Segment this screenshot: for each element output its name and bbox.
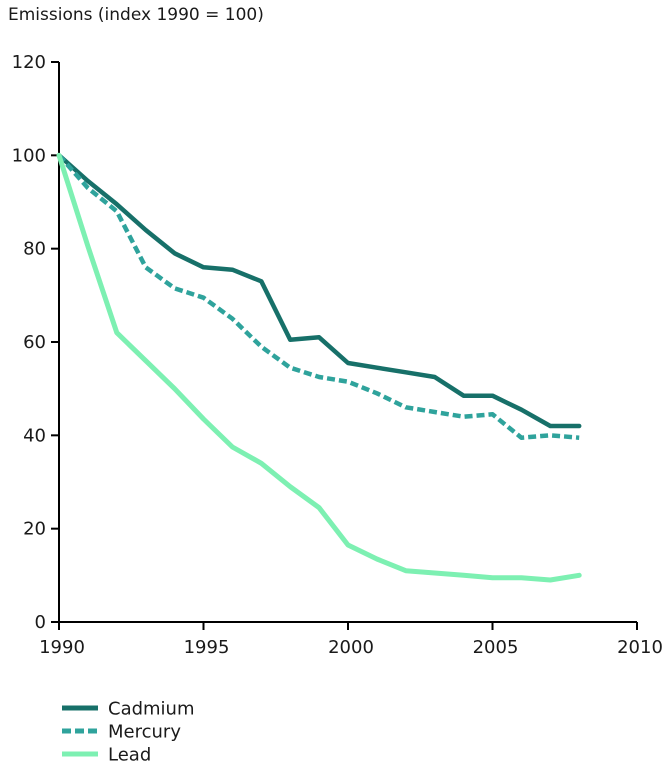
axes-layer: 0 20 40 60 80 100 120 1990 1995 2000 2005 2010 [12,52,663,658]
legend-label-mercury: Mercury [108,722,181,743]
lead-line [56,152,582,583]
x-axis-tick-label: 2010 [617,637,663,658]
series-layer [56,152,582,583]
legend-label-cadmium: Cadmium [108,699,195,720]
legend-item-mercury: Mercury [62,722,181,743]
legend-item-cadmium: Cadmium [62,699,195,720]
y-axis-tick-label: 80 [23,239,46,260]
legend-label-lead: Lead [108,745,151,766]
y-axis-tick-label: 120 [12,52,46,73]
x-axis-tick-label: 2000 [328,637,374,658]
cadmium-line [56,153,582,429]
x-axis-tick-label: 1995 [184,637,230,658]
y-axis-tick-label: 20 [23,519,46,540]
chart-title: Emissions (index 1990 = 100) [8,5,264,25]
x-axis-tick-label: 2005 [473,637,519,658]
x-axis-tick-label: 1990 [39,637,85,658]
y-axis-tick-label: 60 [23,332,46,353]
legend-item-lead: Lead [62,745,151,766]
y-axis-tick-label: 40 [23,425,46,446]
y-axis-tick-label: 0 [35,612,46,633]
mercury-line [57,153,580,440]
y-axis-tick-label: 100 [12,145,46,166]
